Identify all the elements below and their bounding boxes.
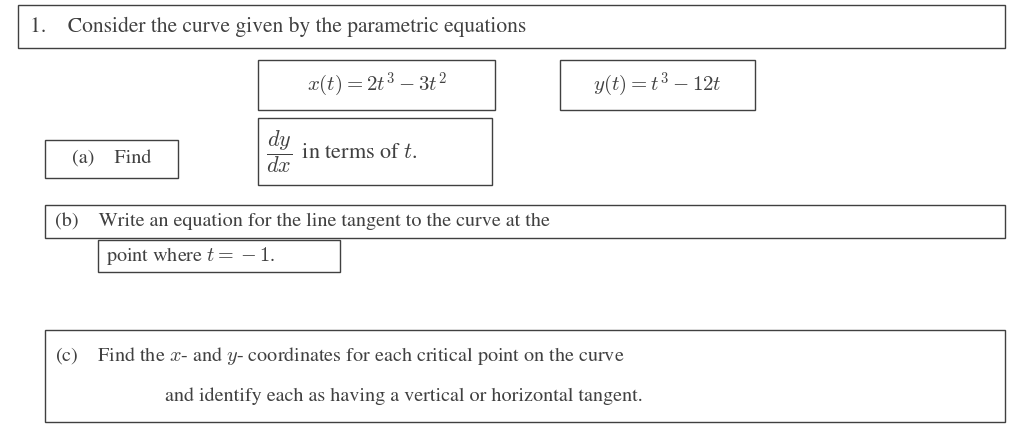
Text: $y(t) = t^3 - 12t$: $y(t) = t^3 - 12t$ [593, 71, 722, 99]
Bar [45, 330, 1005, 422]
Text: (a)    Find: (a) Find [72, 150, 152, 168]
Bar [98, 240, 340, 272]
Bar [560, 60, 755, 110]
Text: $x(t) = 2t^3 - 3t^2$: $x(t) = 2t^3 - 3t^2$ [306, 71, 446, 99]
Bar [45, 140, 178, 178]
Bar [258, 118, 492, 185]
Text: point where $t = -1$.: point where $t = -1$. [106, 245, 275, 267]
Bar [18, 5, 1005, 48]
Text: (b)    Write an equation for the line tangent to the curve at the: (b) Write an equation for the line tange… [55, 213, 550, 230]
Bar [258, 60, 495, 110]
Bar [45, 205, 1005, 238]
Text: (c)    Find the $x$- and $y$- coordinates for each critical point on the curve: (c) Find the $x$- and $y$- coordinates f… [55, 345, 625, 367]
Text: and identify each as having a vertical or horizontal tangent.: and identify each as having a vertical o… [165, 388, 643, 405]
Text: $\dfrac{dy}{dx}\,$ in terms of $t$.: $\dfrac{dy}{dx}\,$ in terms of $t$. [266, 128, 418, 175]
Text: 1.    Consider the curve given by the parametric equations: 1. Consider the curve given by the param… [30, 16, 526, 37]
